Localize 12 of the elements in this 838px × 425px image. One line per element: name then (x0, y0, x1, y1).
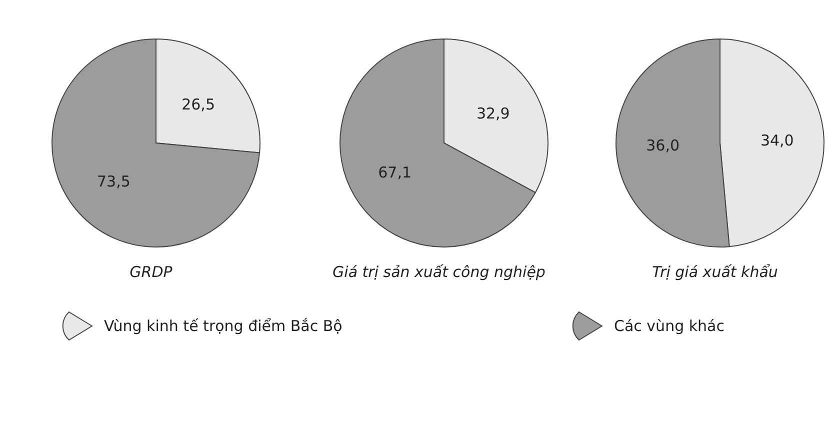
legend-label: Các vùng khác (614, 317, 724, 335)
legend-label: Vùng kinh tế trọng điểm Bắc Bộ (104, 317, 342, 335)
data-label: 26,5 (182, 96, 216, 114)
data-label: 73,5 (96, 172, 130, 190)
text: GRDP (128, 263, 174, 281)
text: Giá trị sản xuất công nghiệp (332, 263, 546, 281)
pie-slice (52, 38, 260, 248)
data-label: 36,0 (646, 136, 680, 155)
data-label: 32,9 (476, 104, 510, 123)
data-label: 67,1 (378, 163, 412, 182)
text: Trị giá xuất khẩu (652, 263, 778, 281)
data-label: 34,0 (760, 131, 794, 150)
